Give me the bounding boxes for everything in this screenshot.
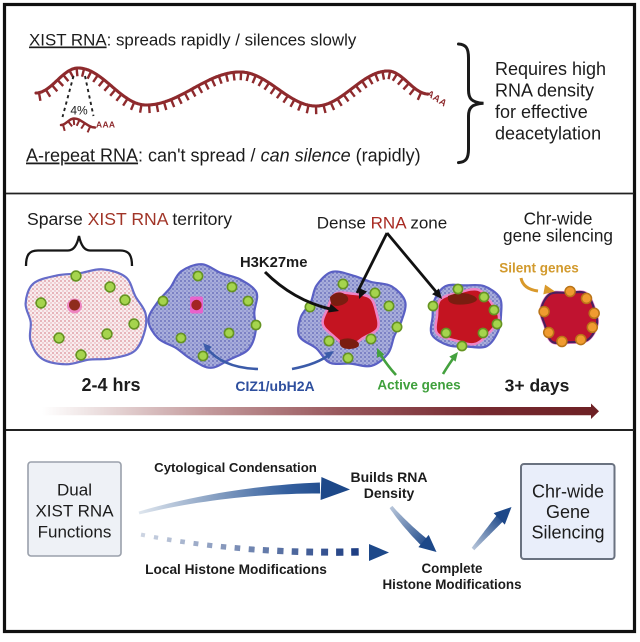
svg-text:Local Histone Modifications: Local Histone Modifications (145, 562, 327, 577)
svg-text:Gene: Gene (546, 502, 590, 522)
svg-text:RNA density: RNA density (495, 81, 594, 101)
svg-text:4%: 4% (70, 104, 88, 118)
svg-text:Functions: Functions (38, 523, 112, 542)
svg-text:gene silencing: gene silencing (503, 226, 613, 246)
svg-text:Complete: Complete (421, 561, 482, 576)
svg-text:XIST RNA: XIST RNA (35, 502, 114, 521)
svg-text:Chr-wide: Chr-wide (532, 482, 604, 502)
svg-text:Dense RNA zone: Dense RNA zone (317, 213, 447, 232)
svg-text:deacetylation: deacetylation (495, 124, 601, 144)
svg-text:for effective: for effective (495, 102, 588, 122)
svg-text:Dual: Dual (57, 481, 92, 500)
svg-text:Histone Modifications: Histone Modifications (382, 577, 521, 592)
svg-text:Sparse XIST RNA territory: Sparse XIST RNA territory (27, 209, 232, 229)
svg-text:AAA: AAA (96, 120, 115, 130)
svg-text:Silencing: Silencing (531, 523, 604, 543)
svg-text:Builds RNA: Builds RNA (351, 469, 428, 485)
svg-text:3+ days: 3+ days (505, 376, 570, 396)
svg-text:2-4 hrs: 2-4 hrs (81, 375, 140, 395)
svg-text:Active genes: Active genes (377, 378, 460, 393)
svg-text:Requires high: Requires high (495, 59, 606, 79)
svg-text:CIZ1/ubH2A: CIZ1/ubH2A (235, 378, 314, 394)
svg-text:Density: Density (364, 485, 415, 501)
svg-text:Cytological Condensation: Cytological Condensation (154, 460, 317, 475)
svg-text:A-repeat RNA: can't spread / c: A-repeat RNA: can't spread / can silence… (26, 146, 421, 166)
svg-text:XIST RNA: spreads rapidly / si: XIST RNA: spreads rapidly / silences slo… (29, 31, 357, 50)
svg-text:H3K27me: H3K27me (240, 255, 307, 271)
svg-text:Silent genes: Silent genes (499, 261, 579, 276)
